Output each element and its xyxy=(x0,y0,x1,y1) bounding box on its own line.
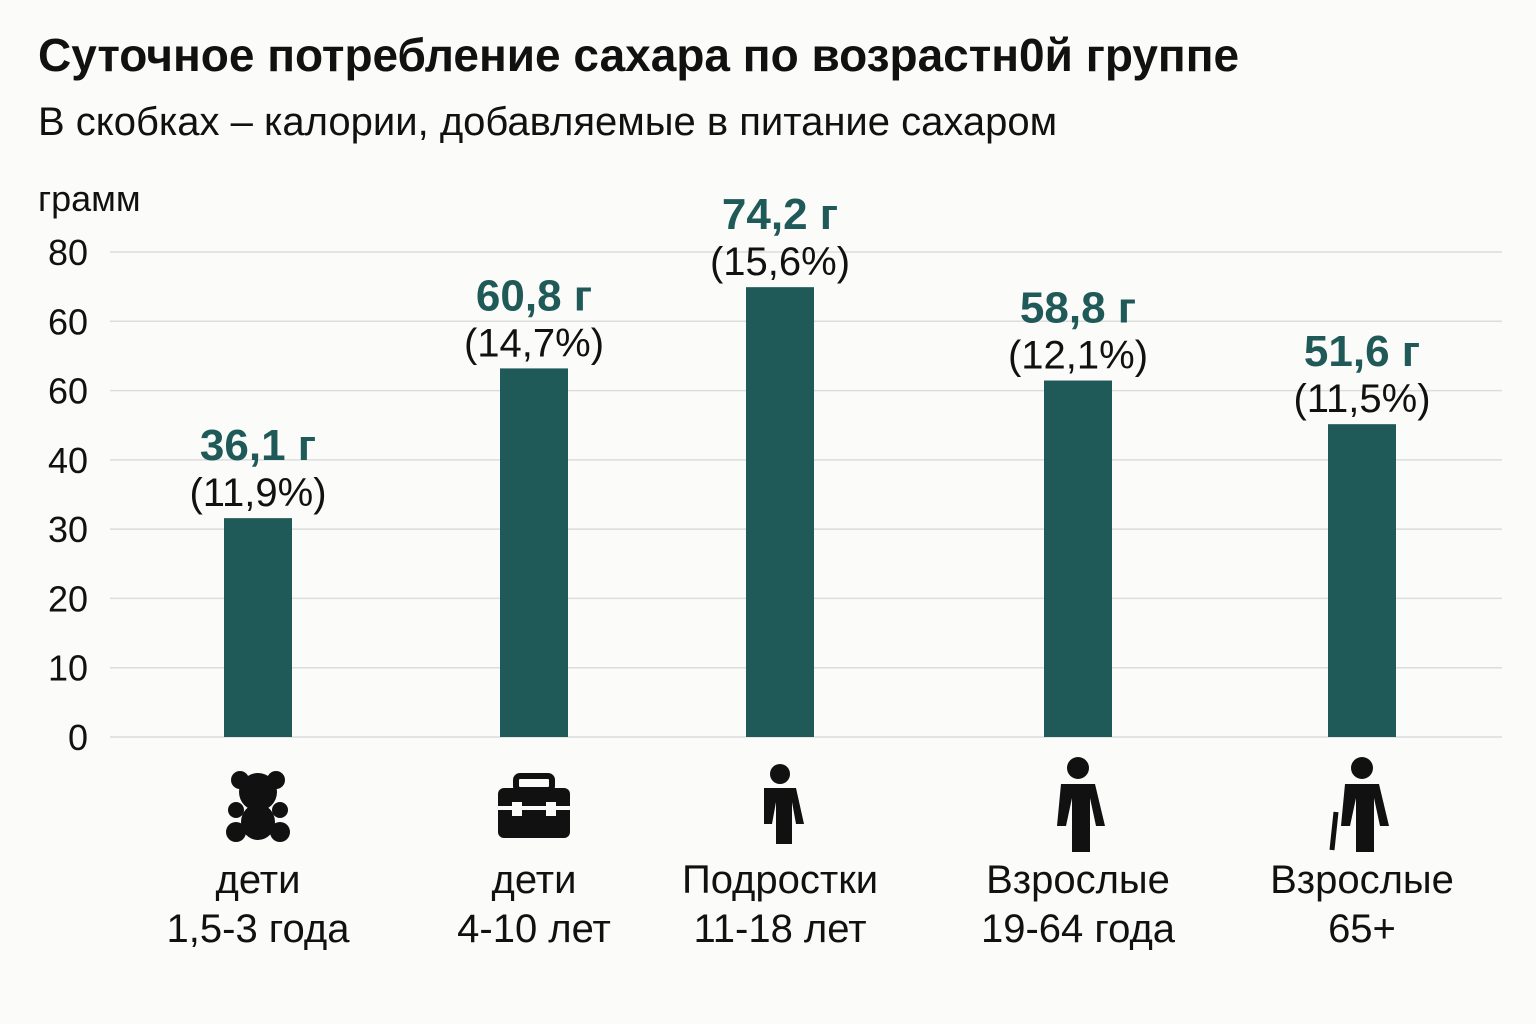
teddy-bear-icon xyxy=(226,771,290,842)
value-label: 60,8 г xyxy=(476,271,592,320)
percent-label: (11,9%) xyxy=(189,471,326,515)
y-tick-label: 40 xyxy=(48,440,88,481)
y-tick-label: 30 xyxy=(48,509,88,550)
bar xyxy=(1044,380,1112,737)
chart-subtitle: В скобках – калории, добавляемые в питан… xyxy=(38,100,1058,144)
adult-person-icon xyxy=(1057,757,1105,852)
bar xyxy=(224,518,292,737)
category-label: 65+ xyxy=(1328,907,1396,951)
value-label: 51,6 г xyxy=(1304,327,1420,376)
y-axis-label: грамм xyxy=(38,178,141,219)
y-tick-label: 20 xyxy=(48,578,88,619)
percent-label: (14,7%) xyxy=(464,321,604,365)
chart-title: Суточное потребление сахара по возрастн0… xyxy=(38,29,1240,81)
bar xyxy=(1328,424,1396,737)
percent-label: (11,5%) xyxy=(1293,377,1430,421)
bar xyxy=(500,368,568,737)
category-label: Подростки xyxy=(682,858,878,902)
percent-label: (15,6%) xyxy=(710,240,850,284)
y-tick-label: 60 xyxy=(48,301,88,342)
category-label: 11-18 лет xyxy=(693,907,866,951)
category-label: Взрослые xyxy=(1270,858,1454,902)
y-tick-label: 60 xyxy=(48,371,88,412)
value-label: 58,8 г xyxy=(1020,284,1136,333)
category-label: 1,5-3 года xyxy=(167,907,351,951)
y-tick-label: 80 xyxy=(48,232,88,273)
teen-person-icon xyxy=(764,764,804,844)
bar xyxy=(746,287,814,737)
category-label: Взрослые xyxy=(986,858,1170,902)
value-label: 36,1 г xyxy=(200,421,316,470)
y-tick-label: 0 xyxy=(68,717,88,758)
value-label: 74,2 г xyxy=(722,190,838,239)
category-label: дети xyxy=(492,858,577,902)
category-label: 4-10 лет xyxy=(457,907,611,951)
percent-label: (12,1%) xyxy=(1008,334,1148,378)
school-bag-icon xyxy=(498,773,570,838)
elderly-person-cane-icon xyxy=(1329,757,1389,852)
category-label: дети xyxy=(216,858,301,902)
y-tick-label: 10 xyxy=(48,648,88,689)
category-label: 19-64 года xyxy=(981,907,1176,951)
